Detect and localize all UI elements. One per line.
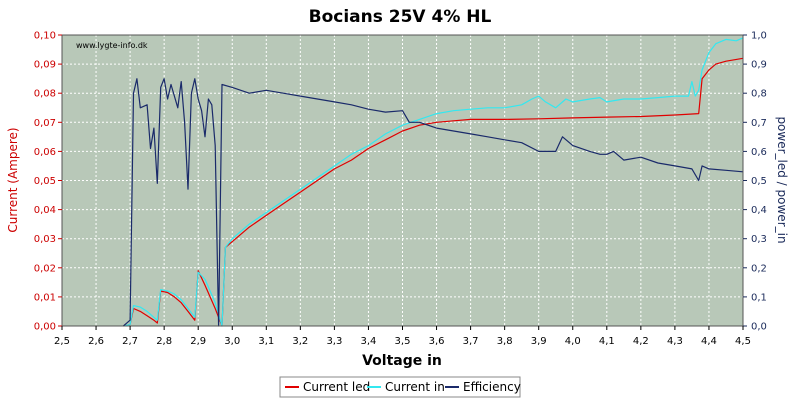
right-tick-label: 0,5 <box>751 176 767 187</box>
x-tick-label: 4,5 <box>735 336 751 347</box>
right-tick-label: 0,3 <box>751 234 767 245</box>
x-tick-label: 3,0 <box>224 336 240 347</box>
left-tick-label: 0,03 <box>34 234 56 245</box>
series-line-current-in <box>123 37 744 327</box>
right-tick-label: 0,2 <box>751 263 767 274</box>
left-tick-label: 0,10 <box>34 31 56 42</box>
x-tick-label: 2,9 <box>190 336 206 347</box>
x-tick-label: 3,4 <box>360 336 376 347</box>
right-tick-label: 0,8 <box>751 89 767 100</box>
series-line-current-led <box>123 57 744 327</box>
left-axis: 0,00 0,01 0,02 0,03 0,04 0,05 0,06 0,07 0,08 0,09… <box>34 31 62 333</box>
right-tick-label: 1,0 <box>751 31 767 42</box>
x-tick-label: 2,8 <box>156 336 172 347</box>
x-tick-label: 3,7 <box>463 336 479 347</box>
left-tick-label: 0,01 <box>34 292 56 303</box>
left-tick-label: 0,06 <box>34 147 56 158</box>
legend-label: Current in <box>385 380 445 394</box>
right-tick-label: 0,7 <box>751 118 767 129</box>
watermark: www.lygte-info.dk <box>76 41 148 50</box>
left-tick-label: 0,08 <box>34 89 56 100</box>
x-tick-label: 4,4 <box>701 336 717 347</box>
right-tick-label: 0,4 <box>751 205 767 216</box>
chart-title: Bocians 25V 4% HL <box>309 7 492 27</box>
x-tick-label: 3,1 <box>258 336 274 347</box>
right-tick-label: 0,1 <box>751 292 767 303</box>
right-axis: 0,0 0,1 0,2 0,3 0,4 0,5 0,6 0,7 0,8 0,9 1,0 <box>743 31 767 333</box>
left-tick-label: 0,04 <box>34 205 56 216</box>
right-tick-label: 0,0 <box>751 322 767 333</box>
right-axis-label: power_led / power_in <box>775 116 789 243</box>
x-tick-label: 3,3 <box>326 336 342 347</box>
legend-box <box>279 376 521 398</box>
x-axis: 2,5 2,6 2,7 2,8 2,9 3,0 3,1 3,2 3,3 3,4 3,5 3,6 3,7 3… <box>54 326 751 347</box>
legend-label: Efficiency <box>463 380 521 394</box>
legend: Current led Current in Efficiency <box>279 376 521 398</box>
x-tick-label: 3,6 <box>429 336 445 347</box>
x-tick-label: 4,1 <box>599 336 615 347</box>
x-tick-label: 4,0 <box>565 336 581 347</box>
x-tick-label: 2,6 <box>88 336 104 347</box>
x-tick-label: 3,5 <box>395 336 411 347</box>
left-tick-label: 0,00 <box>34 322 56 333</box>
left-axis-label: Current (Ampere) <box>6 127 20 232</box>
legend-label: Current led <box>303 380 370 394</box>
x-tick-label: 2,7 <box>122 336 138 347</box>
right-tick-label: 0,6 <box>751 147 767 158</box>
x-tick-label: 4,3 <box>667 336 683 347</box>
left-tick-label: 0,09 <box>34 60 56 71</box>
x-tick-label: 3,9 <box>531 336 547 347</box>
left-tick-label: 0,02 <box>34 263 56 274</box>
right-tick-label: 0,9 <box>751 60 767 71</box>
x-tick-label: 3,2 <box>292 336 308 347</box>
series-lines <box>122 37 744 327</box>
left-tick-label: 0,05 <box>34 176 56 187</box>
x-tick-label: 3,8 <box>497 336 513 347</box>
x-axis-label: Voltage in <box>362 353 442 369</box>
x-tick-label: 4,2 <box>633 336 649 347</box>
left-tick-label: 0,07 <box>34 118 56 129</box>
series-line-efficiency <box>122 78 744 327</box>
x-tick-label: 2,5 <box>54 336 70 347</box>
